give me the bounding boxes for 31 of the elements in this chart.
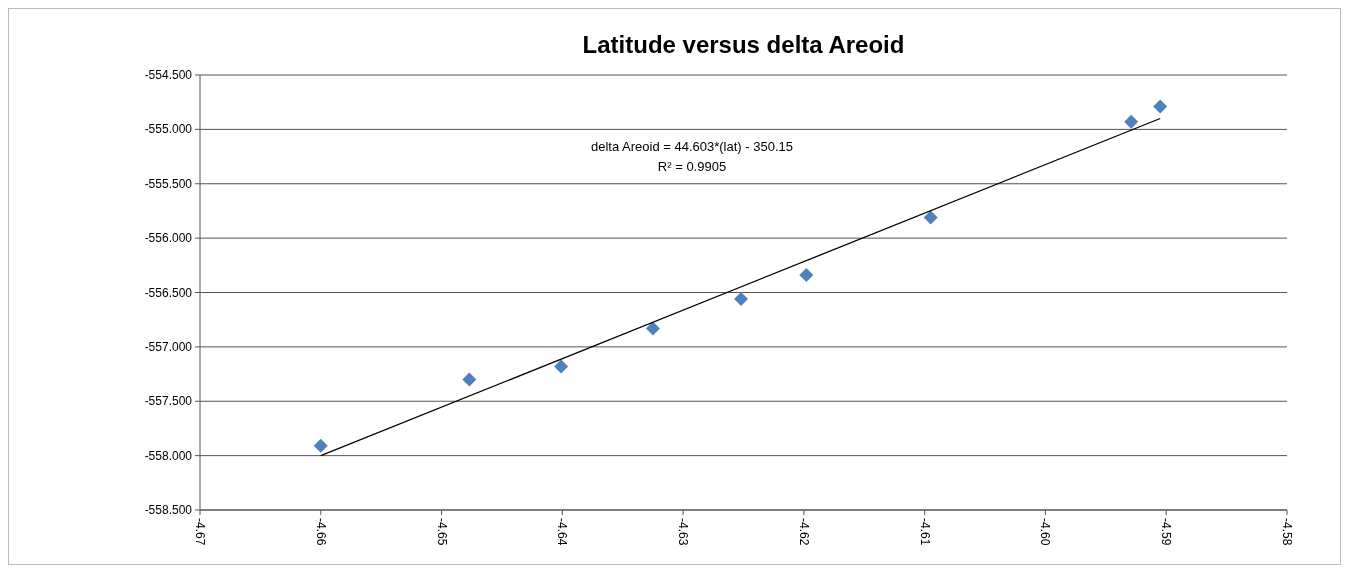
y-tick-label: -555.500 [144, 176, 193, 191]
point [645, 321, 660, 336]
x-tick-label: -4.62 [796, 518, 811, 546]
y-tick-label: -554.500 [144, 68, 193, 82]
y-tick-label: -555.000 [144, 122, 193, 137]
x-tick-label: -4.65 [434, 518, 449, 546]
y-tick-label: -557.500 [144, 394, 193, 409]
y-tick-label: -556.500 [144, 285, 193, 300]
annotation: delta Areoid = 44.603*(lat) - 350.15 [590, 139, 794, 154]
y-tick-label: -557.000 [144, 339, 193, 354]
chart-title: Latitude versus delta Areoid [582, 31, 905, 58]
x-tick-label: -4.64 [555, 518, 570, 546]
y-tick-label: -558.500 [144, 503, 193, 517]
point [313, 438, 328, 453]
x-tick-label: -4.58 [1280, 518, 1294, 546]
point [799, 268, 814, 283]
point [1124, 114, 1139, 129]
x-tick-label: -4.61 [917, 518, 932, 546]
x-tick-label: -4.60 [1038, 518, 1053, 546]
x-tick-label: -4.67 [193, 518, 207, 546]
point [923, 210, 938, 225]
point [734, 292, 749, 307]
x-tick-label: -4.63 [676, 518, 691, 546]
y-tick-label: -558.000 [144, 448, 193, 463]
point [462, 372, 477, 387]
point [554, 359, 569, 374]
x-tick-label: -4.66 [313, 518, 328, 546]
point [1153, 99, 1168, 114]
x-tick-label: -4.59 [1159, 518, 1174, 546]
y-tick-label: -556.000 [144, 231, 193, 246]
annotation: R² = 0.9905 [657, 159, 727, 174]
